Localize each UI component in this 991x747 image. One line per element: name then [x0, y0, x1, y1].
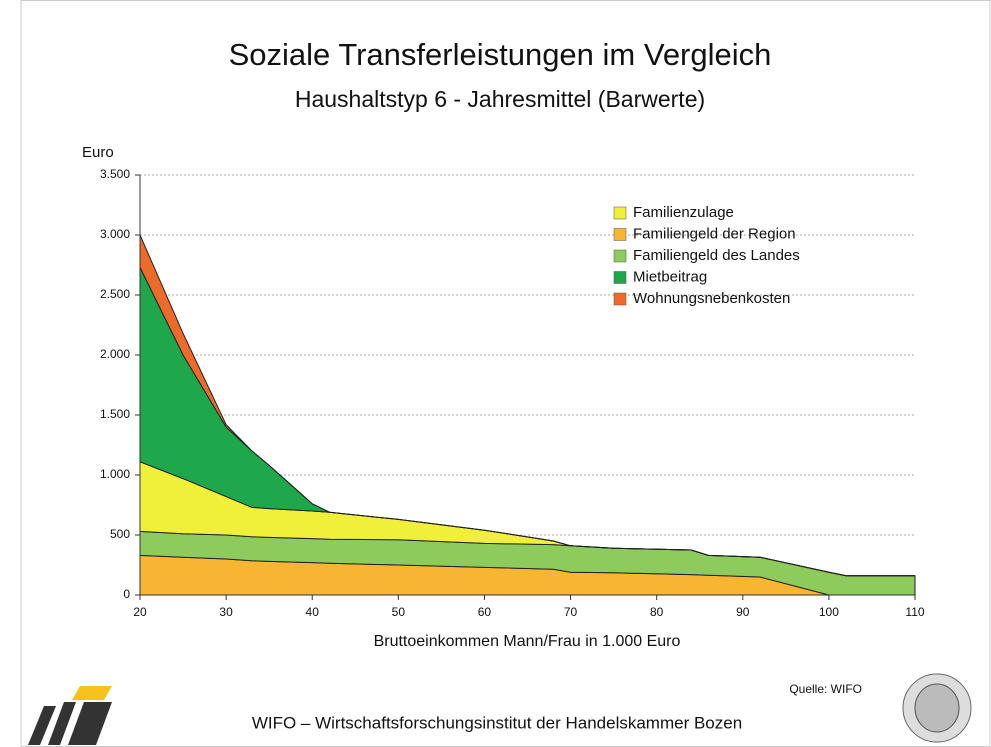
x-tick-label: 100 [819, 605, 839, 619]
x-tick-label: 60 [478, 605, 492, 619]
y-tick-label: 3.500 [100, 167, 130, 181]
x-tick-label: 80 [650, 605, 664, 619]
x-tick-label: 50 [392, 605, 406, 619]
legend-swatch [613, 249, 627, 263]
legend-label: Mietbeitrag [633, 268, 707, 285]
area [139, 234, 915, 577]
x-tick-label: 40 [306, 605, 320, 619]
y-tick-label: 2.000 [100, 347, 130, 361]
x-axis-label: Bruttoeinkommen Mann/Frau in 1.000 Euro [374, 633, 681, 650]
x-tick-label: 70 [564, 605, 578, 619]
y-tick-label: 0 [123, 587, 130, 601]
y-tick-label: 2.500 [100, 287, 130, 301]
legend-label: Familienzulage [633, 204, 734, 221]
footer: WIFO – Wirtschaftsforschungsinstitut der… [252, 713, 742, 732]
x-tick-label: 90 [736, 605, 750, 619]
y-axis-label: Euro [82, 144, 114, 161]
chart-title: Soziale Transferleistungen im Vergleich [229, 37, 772, 72]
chart-subtitle: Haushaltstyp 6 - Jahresmittel (Barwerte) [295, 86, 705, 112]
source: Quelle: WIFO [789, 682, 862, 696]
legend-swatch [613, 292, 627, 306]
y-tick-label: 500 [110, 527, 130, 541]
emblem [902, 673, 972, 743]
y-tick-label: 1.500 [100, 407, 130, 421]
legend-swatch [613, 206, 627, 220]
x-tick-label: 30 [219, 605, 233, 619]
x-tick-label: 20 [133, 605, 147, 619]
legend-label: Familiengeld der Region [633, 225, 796, 242]
legend-label: Familiengeld des Landes [633, 247, 800, 264]
wifo-logo [28, 686, 112, 745]
legend-swatch [613, 271, 627, 284]
y-tick-label: 3.000 [100, 227, 130, 241]
legend-swatch [613, 228, 627, 241]
legend-label: Wohnungsnebenkosten [633, 290, 790, 307]
x-tick-label: 110 [905, 605, 924, 619]
y-tick-label: 1.000 [100, 467, 130, 481]
